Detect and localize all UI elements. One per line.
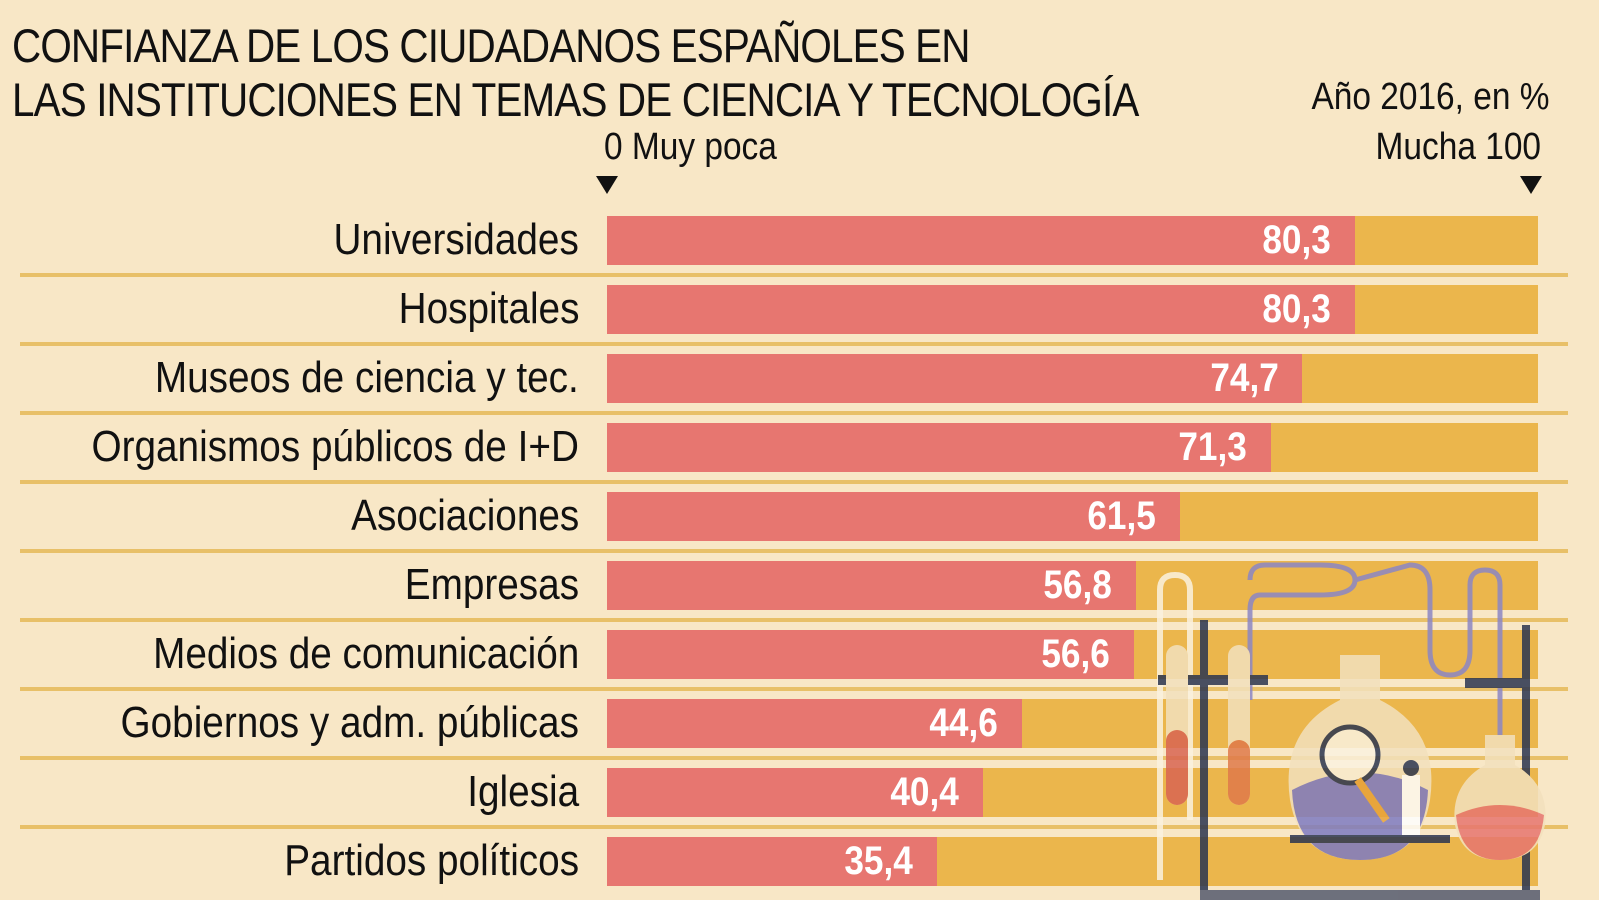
category-label: Museos de ciencia y tec.: [155, 353, 579, 402]
row-separator: [20, 549, 1568, 553]
bar-value-label: 71,3: [1178, 425, 1247, 469]
category-label: Organismos públicos de I+D: [91, 422, 579, 471]
category-label: Asociaciones: [350, 491, 579, 540]
category-label: Hospitales: [398, 284, 579, 333]
bar: [607, 630, 1134, 679]
category-label: Medios de comunicación: [152, 629, 579, 678]
bar-value-label: 80,3: [1262, 218, 1331, 262]
bar: [607, 699, 1023, 748]
bar: [607, 837, 937, 886]
chart-title-line-2: LAS INSTITUCIONES EN TEMAS DE CIENCIA Y …: [12, 73, 1139, 126]
row-separator: [20, 825, 1568, 829]
row-separator: [20, 411, 1568, 415]
row-separator: [20, 480, 1568, 484]
axis-max-marker-icon: [1520, 176, 1542, 194]
category-label: Universidades: [333, 215, 579, 264]
bar: [607, 423, 1271, 472]
chart-subtitle: Año 2016, en %: [1311, 76, 1549, 118]
row-separator: [20, 756, 1568, 760]
row-separator: [20, 618, 1568, 622]
bar-value-label: 35,4: [844, 839, 913, 883]
axis-max-label: Mucha 100: [1375, 126, 1541, 168]
row-separator: [20, 687, 1568, 691]
bar-value-label: 44,6: [929, 701, 999, 745]
bar: [607, 285, 1355, 334]
bar-value-label: 80,3: [1262, 287, 1331, 331]
bar-value-label: 74,7: [1209, 356, 1279, 400]
bar-value-label: 56,6: [1041, 632, 1110, 676]
bar: [607, 768, 984, 817]
bar: [607, 492, 1180, 541]
axis-min-label: 0 Muy poca: [604, 126, 777, 168]
row-separator: [20, 273, 1568, 277]
bar: [607, 561, 1136, 610]
chart-title-line-1: CONFIANZA DE LOS CIUDADANOS ESPAÑOLES EN: [12, 19, 970, 72]
row-separator: [20, 342, 1568, 346]
axis-min-marker-icon: [596, 176, 618, 194]
bar: [607, 354, 1303, 403]
bar-value-label: 61,5: [1087, 494, 1156, 538]
category-label: Gobiernos y adm. públicas: [120, 698, 579, 747]
bar: [607, 216, 1355, 265]
category-label: Partidos políticos: [284, 836, 579, 885]
category-label: Empresas: [404, 560, 579, 609]
bar-value-label: 56,8: [1043, 563, 1112, 607]
bar-value-label: 40,4: [890, 770, 960, 814]
category-label: Iglesia: [467, 767, 579, 816]
